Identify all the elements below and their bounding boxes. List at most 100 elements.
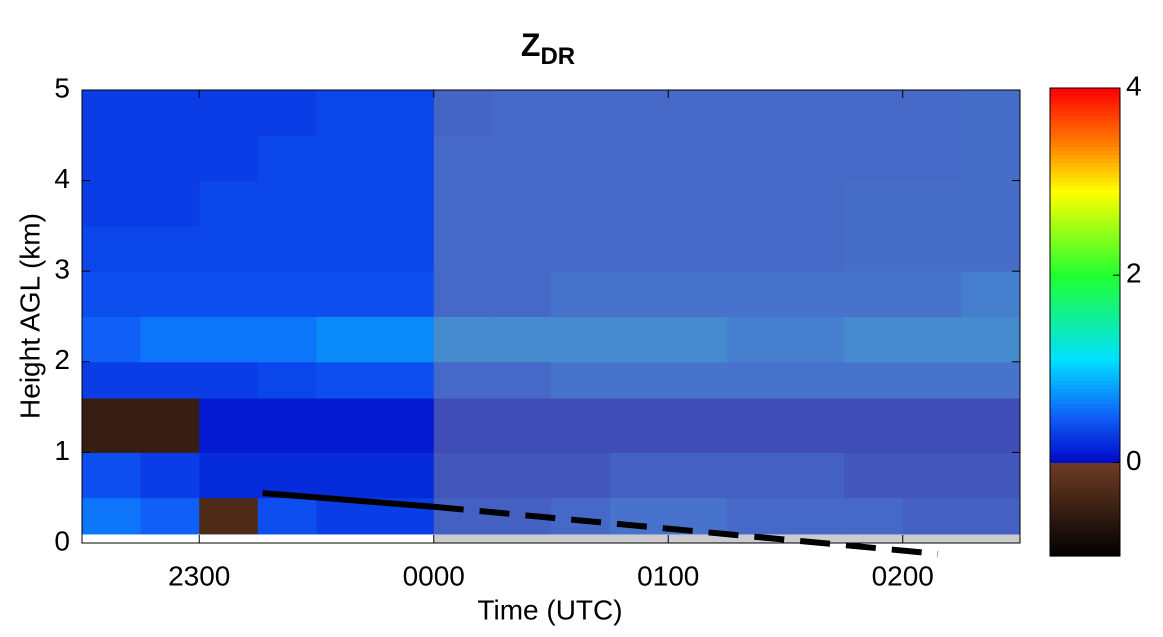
colorbar-segment: [1050, 170, 1120, 175]
colorbar-segment: [1050, 228, 1120, 233]
colorbar-segment: [1050, 271, 1120, 276]
colorbar-segment: [1050, 299, 1120, 304]
colorbar-segment: [1050, 342, 1120, 347]
colorbar-segment: [1050, 349, 1120, 354]
heatmap-cell: [199, 181, 258, 227]
x-tick-label: 0000: [403, 560, 465, 591]
colorbar-segment: [1050, 158, 1120, 163]
colorbar-segment: [1050, 111, 1120, 116]
colorbar-segment: [1050, 256, 1120, 261]
colorbar-segment: [1050, 466, 1120, 471]
heatmap-cell: [258, 498, 317, 535]
heatmap-cell: [375, 226, 434, 272]
colorbar-segment: [1050, 384, 1120, 389]
colorbar-segment: [1050, 166, 1120, 171]
title-main: Z: [521, 27, 541, 63]
y-axis-label: Height AGL (km): [14, 213, 45, 419]
heatmap-cell: [375, 317, 434, 363]
colorbar-segment: [1050, 147, 1120, 152]
colorbar-segment: [1050, 404, 1120, 409]
heatmap-cell: [317, 90, 376, 136]
colorbar-segment: [1050, 509, 1120, 514]
heatmap-cell: [317, 317, 376, 363]
heatmap-cell: [199, 452, 258, 498]
y-tick-label: 1: [54, 435, 70, 466]
colorbar-segment: [1050, 260, 1120, 265]
y-tick-label: 5: [54, 72, 70, 103]
colorbar-tick-label: 0: [1126, 445, 1142, 476]
colorbar-segment: [1050, 162, 1120, 167]
colorbar-segment: [1050, 505, 1120, 510]
colorbar-segment: [1050, 478, 1120, 483]
colorbar-segment: [1050, 330, 1120, 335]
colorbar-segment: [1050, 540, 1120, 545]
colorbar-segment: [1050, 213, 1120, 218]
heatmap-cell: [141, 452, 200, 498]
colorbar-segment: [1050, 482, 1120, 487]
heatmap-cell: [375, 398, 434, 453]
y-tick-label: 4: [54, 163, 70, 194]
colorbar-segment: [1050, 318, 1120, 323]
heatmap-cell: [82, 317, 141, 363]
heatmap-cell: [141, 226, 200, 272]
colorbar-segment: [1050, 451, 1120, 456]
colorbar-segment: [1050, 459, 1120, 464]
colorbar-segment: [1050, 423, 1120, 428]
heatmap-cell: [141, 90, 200, 136]
colorbar-segment: [1050, 517, 1120, 522]
heatmap-cell: [317, 135, 376, 181]
colorbar-segment: [1050, 186, 1120, 191]
heatmap-cell: [199, 317, 258, 363]
colorbar-segment: [1050, 365, 1120, 370]
colorbar-segment: [1050, 232, 1120, 237]
colorbar-segment: [1050, 490, 1120, 495]
colorbar-segment: [1050, 127, 1120, 132]
colorbar-segment: [1050, 295, 1120, 300]
colorbar-segment: [1050, 135, 1120, 140]
colorbar-segment: [1050, 291, 1120, 296]
colorbar-segment: [1050, 326, 1120, 331]
heatmap-cell: [375, 452, 434, 498]
y-tick-label: 0: [54, 525, 70, 556]
colorbar-tick-label: 4: [1126, 70, 1142, 101]
colorbar-segment: [1050, 338, 1120, 343]
colorbar-segment: [1050, 217, 1120, 222]
colorbar-segment: [1050, 373, 1120, 378]
heatmap-cell: [199, 362, 258, 399]
heatmap-cell: [375, 362, 434, 399]
colorbar-segment: [1050, 501, 1120, 506]
colorbar-segment: [1050, 392, 1120, 397]
heatmap-cell: [258, 135, 317, 181]
colorbar-segment: [1050, 88, 1120, 93]
heatmap-cell: [82, 362, 141, 399]
colorbar-segment: [1050, 201, 1120, 206]
colorbar-segment: [1050, 310, 1120, 315]
colorbar-segment: [1050, 306, 1120, 311]
colorbar-segment: [1050, 189, 1120, 194]
colorbar-segment: [1050, 264, 1120, 269]
y-tick-label: 2: [54, 344, 70, 375]
heatmap-cell: [258, 181, 317, 227]
heatmap-cell: [141, 135, 200, 181]
x-tick-label: 0100: [637, 560, 699, 591]
heatmap-cell: [199, 135, 258, 181]
heatmap-cell: [82, 181, 141, 227]
heatmap-cell: [317, 271, 376, 317]
heatmap-cell: [258, 90, 317, 136]
colorbar-segment: [1050, 537, 1120, 542]
heatmap-cell: [199, 398, 258, 453]
colorbar-segment: [1050, 178, 1120, 183]
colorbar-segment: [1050, 486, 1120, 491]
colorbar-segment: [1050, 400, 1120, 405]
colorbar-segment: [1050, 470, 1120, 475]
colorbar-segment: [1050, 225, 1120, 230]
colorbar-segment: [1050, 182, 1120, 187]
colorbar-segment: [1050, 439, 1120, 444]
colorbar-segment: [1050, 139, 1120, 144]
colorbar-segment: [1050, 443, 1120, 448]
heatmap-cell: [82, 271, 141, 317]
colorbar-segment: [1050, 388, 1120, 393]
colorbar-segment: [1050, 209, 1120, 214]
colorbar-segment: [1050, 427, 1120, 432]
